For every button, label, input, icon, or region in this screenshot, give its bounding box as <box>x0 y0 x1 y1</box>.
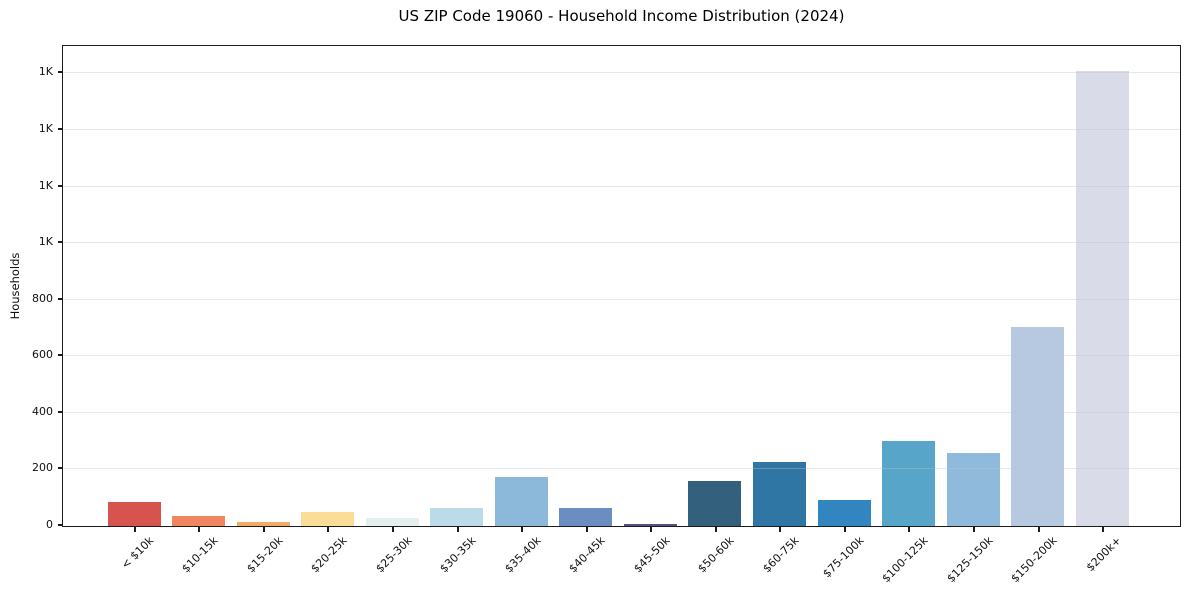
x-axis-labels: < $10k $10-15k $15-20k $20-25k $25-30k $30-35… <box>62 534 1181 590</box>
x-tick-mark <box>714 527 717 532</box>
x-tick-label: $200k+ <box>1084 534 1125 575</box>
y-tick-mark <box>58 128 62 131</box>
x-tick-mark <box>262 527 265 532</box>
bar-$35-40k <box>494 476 548 526</box>
x-tick-mark <box>779 527 782 532</box>
y-tick-mark <box>58 71 62 74</box>
x-tick-mark <box>843 527 846 532</box>
y-tick-label: 600 <box>32 348 53 362</box>
gridline-800 <box>63 298 1180 300</box>
bar-$15-20k <box>236 521 290 526</box>
y-tick-mark <box>58 297 62 300</box>
x-tick-mark <box>392 527 394 532</box>
x-tick-label: $40-45k <box>566 534 608 576</box>
gridline-1600 <box>63 72 1180 74</box>
y-tick-mark <box>58 410 62 413</box>
x-tick-label: $100-125k <box>879 534 931 586</box>
x-tick-label: $20-25k <box>308 534 350 576</box>
x-tick-label: $35-40k <box>502 534 544 576</box>
bar-$30-35k <box>430 508 484 526</box>
y-tick-mark <box>58 184 62 187</box>
bar-$20-25k <box>301 512 355 526</box>
y-tick-label: 0 <box>46 518 53 531</box>
bar-$45-50k <box>623 523 677 526</box>
plot-area <box>62 45 1181 527</box>
y-tick-label: 1K <box>38 65 53 79</box>
bar-$75-100k <box>817 499 871 526</box>
x-tick-label: $10-15k <box>179 534 221 576</box>
x-tick-label: < $10k <box>118 534 157 572</box>
x-tick-label: $60-75k <box>760 534 802 576</box>
x-tick-mark <box>908 527 911 532</box>
y-tick-mark <box>58 467 62 470</box>
gridline-200 <box>63 468 1180 470</box>
y-tick-mark <box>58 354 62 357</box>
y-tick-mark <box>58 524 62 526</box>
x-tick-label: $150-200k <box>1008 534 1060 586</box>
x-tick-mark <box>585 527 588 532</box>
bar-$25-30k <box>365 517 419 526</box>
x-tick-mark <box>198 527 201 532</box>
x-tick-mark <box>1037 527 1040 532</box>
bar-$150-200k <box>1011 326 1065 526</box>
bar-$60-75k <box>753 462 806 526</box>
x-tick-label: $30-35k <box>437 534 479 576</box>
gridline-1000 <box>63 242 1180 244</box>
x-tick-mark <box>327 527 330 532</box>
bar-$125-150k <box>946 453 1000 526</box>
bar-$10-15k <box>172 516 226 526</box>
gridline-600 <box>63 355 1180 357</box>
gridline-1200 <box>63 185 1180 187</box>
x-tick-label: $50-60k <box>695 534 737 576</box>
chart-title: US ZIP Code 19060 - Household Income Dis… <box>398 7 845 25</box>
y-tick-label: 800 <box>32 291 53 305</box>
gridline-1400 <box>63 129 1180 131</box>
x-tick-mark <box>133 527 136 532</box>
bar-$200k+ <box>1075 70 1129 526</box>
y-tick-label: 1K <box>38 178 53 192</box>
x-tick-label: $45-50k <box>631 534 673 576</box>
y-axis: 0 200 400 600 800 1K 1K 1K 1K <box>0 45 62 531</box>
y-tick-label: 1K <box>38 122 53 136</box>
x-tick-mark <box>972 527 975 532</box>
y-tick-label: 200 <box>32 461 53 475</box>
bar-$50-60k <box>688 480 742 526</box>
x-tick-label: $15-20k <box>243 534 286 576</box>
bar-$100-125k <box>882 441 936 526</box>
y-tick-mark <box>58 241 62 244</box>
x-tick-mark <box>521 527 524 532</box>
x-tick-mark <box>456 527 459 532</box>
y-tick-label: 400 <box>32 404 53 418</box>
x-tick-label: $125-150k <box>943 534 996 586</box>
x-tick-label: $25-30k <box>372 534 415 576</box>
y-tick-label: 1K <box>38 235 53 249</box>
x-axis <box>62 527 1181 535</box>
x-tick-label: $75-100k <box>819 534 867 581</box>
bar-< $10k <box>107 501 161 526</box>
x-tick-mark <box>1102 527 1105 532</box>
x-tick-mark <box>650 527 653 532</box>
bar-$40-45k <box>559 508 613 526</box>
gridline-400 <box>63 411 1180 413</box>
